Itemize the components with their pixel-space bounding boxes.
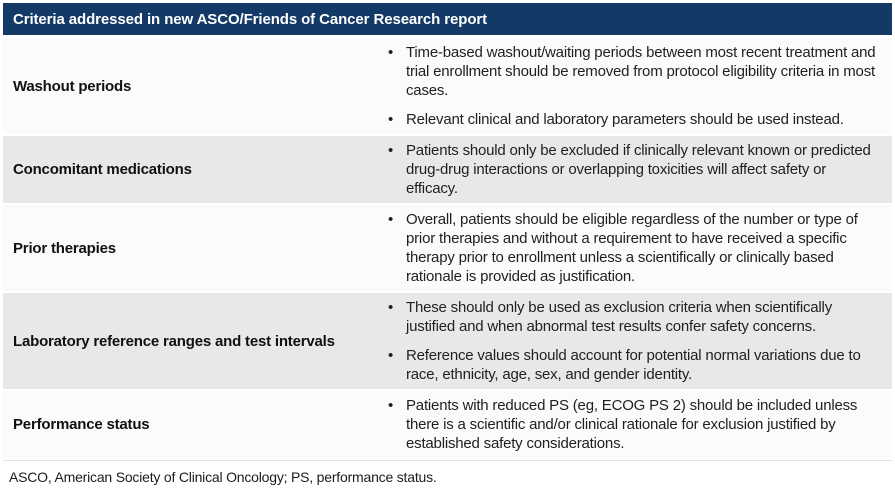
recommendation-text: Relevant clinical and laboratory paramet… bbox=[406, 111, 844, 128]
recommendation-list: • Patients with reduced PS (eg, ECOG PS … bbox=[388, 391, 892, 458]
abbreviations-footnote: ASCO, American Society of Clinical Oncol… bbox=[3, 460, 892, 491]
table-row: Performance status • Patients with reduc… bbox=[3, 391, 892, 458]
recommendation-item: • Patients with reduced PS (eg, ECOG PS … bbox=[388, 396, 878, 453]
bullet-icon: • bbox=[388, 142, 394, 159]
recommendation-text: Reference values should account for pote… bbox=[406, 347, 861, 383]
recommendation-item: • These should only be used as exclusion… bbox=[388, 298, 878, 336]
bullet-icon: • bbox=[388, 347, 394, 364]
criterion-label: Laboratory reference ranges and test int… bbox=[13, 332, 335, 350]
recommendation-list: • These should only be used as exclusion… bbox=[388, 293, 892, 389]
criterion-label: Concomitant medications bbox=[13, 161, 192, 178]
bullet-icon: • bbox=[388, 397, 394, 414]
table-title-bar: Criteria addressed in new ASCO/Friends o… bbox=[3, 3, 892, 35]
bullet-icon: • bbox=[388, 211, 394, 228]
criterion-label: Prior therapies bbox=[13, 239, 116, 257]
recommendation-text: Patients with reduced PS (eg, ECOG PS 2)… bbox=[406, 397, 858, 452]
bullet-icon: • bbox=[388, 44, 394, 61]
table-row: Prior therapies • Overall, patients shou… bbox=[3, 205, 892, 291]
table-row: Concomitant medications • Patients shoul… bbox=[3, 136, 892, 203]
recommendation-item: • Reference values should account for po… bbox=[388, 346, 878, 384]
bullet-icon: • bbox=[388, 111, 394, 128]
recommendation-text: Patients should only be excluded if clin… bbox=[406, 142, 871, 197]
recommendation-text: Overall, patients should be eligible reg… bbox=[406, 211, 858, 285]
recommendation-text: Time-based washout/waiting periods betwe… bbox=[406, 44, 876, 99]
criterion-label: Washout periods bbox=[13, 77, 132, 95]
recommendation-item: • Relevant clinical and laboratory param… bbox=[388, 110, 878, 129]
recommendation-item: • Overall, patients should be eligible r… bbox=[388, 210, 878, 286]
recommendation-list: • Overall, patients should be eligible r… bbox=[388, 205, 892, 291]
recommendation-text: These should only be used as exclusion c… bbox=[406, 299, 832, 335]
recommendation-list: • Patients should only be excluded if cl… bbox=[388, 136, 892, 203]
criterion-label: Performance status bbox=[13, 416, 150, 433]
table-row: Laboratory reference ranges and test int… bbox=[3, 293, 892, 389]
recommendation-item: • Patients should only be excluded if cl… bbox=[388, 141, 878, 198]
criteria-table: Washout periods • Time-based washout/wai… bbox=[3, 38, 892, 458]
recommendation-list: • Time-based washout/waiting periods bet… bbox=[388, 38, 892, 134]
table-row: Washout periods • Time-based washout/wai… bbox=[3, 38, 892, 134]
recommendation-item: • Time-based washout/waiting periods bet… bbox=[388, 43, 878, 100]
bullet-icon: • bbox=[388, 299, 394, 316]
